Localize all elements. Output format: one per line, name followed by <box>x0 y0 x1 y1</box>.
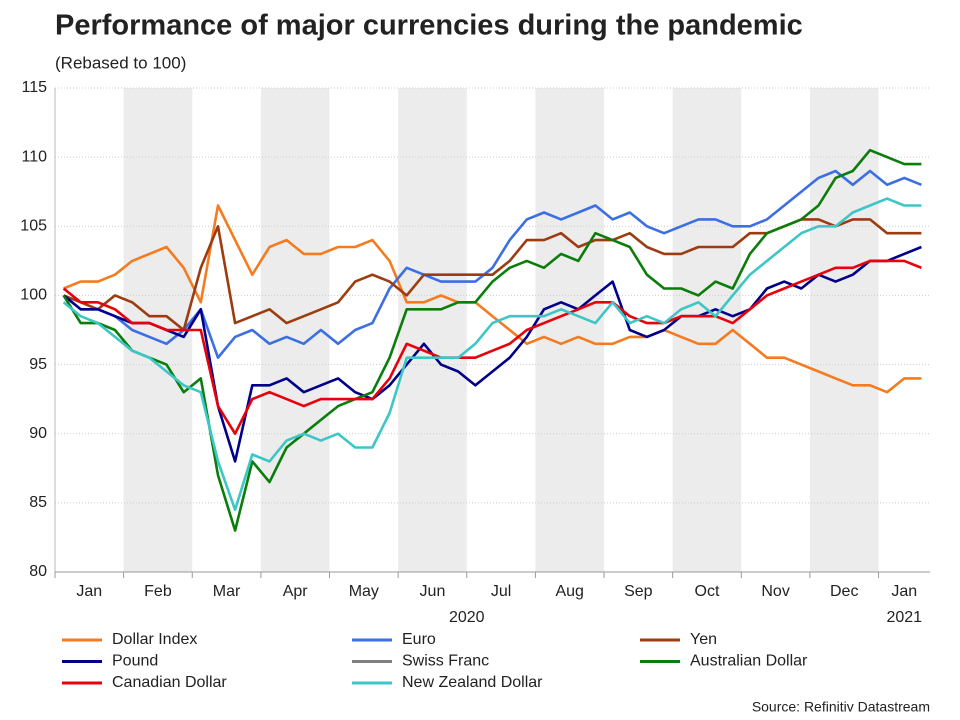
y-tick-label: 115 <box>21 79 47 96</box>
month-shade <box>672 88 742 572</box>
series-line <box>62 259 922 435</box>
y-tick-label: 95 <box>29 356 47 373</box>
series-line <box>63 218 922 332</box>
chart-subtitle: (Rebased to 100) <box>55 53 186 72</box>
x-tick-label: Aug <box>555 583 583 600</box>
series-line <box>62 197 922 512</box>
year-label: 2020 <box>449 609 485 626</box>
year-label: 2021 <box>886 609 922 626</box>
month-shade <box>398 88 467 572</box>
x-tick-label: Jul <box>491 583 511 600</box>
series-line <box>63 204 922 394</box>
legend-label: Euro <box>402 631 436 648</box>
series-line <box>62 169 922 359</box>
y-tick-label: 80 <box>29 563 47 580</box>
legend-label: Swiss Franc <box>402 653 489 670</box>
x-tick-label: Jun <box>420 583 446 600</box>
legend-label: Yen <box>690 631 717 648</box>
x-tick-label: Jan <box>891 583 917 600</box>
x-tick-label: Jan <box>76 583 102 600</box>
chart-title: Performance of major currencies during t… <box>55 10 803 42</box>
x-tick-label: Dec <box>830 583 858 600</box>
series-line <box>62 245 922 463</box>
source-note: Source: Refinitiv Datastream <box>752 699 930 715</box>
y-tick-label: 100 <box>20 287 47 304</box>
legend-label: Dollar Index <box>112 631 197 648</box>
month-shade <box>809 88 879 572</box>
y-tick-label: 105 <box>20 218 47 235</box>
month-shade <box>260 88 330 572</box>
x-tick-label: Nov <box>761 583 789 600</box>
x-tick-label: Oct <box>695 583 720 600</box>
series-line <box>62 148 922 532</box>
y-tick-label: 85 <box>29 494 47 511</box>
legend-label: Australian Dollar <box>690 653 808 670</box>
legend-label: Canadian Dollar <box>112 674 227 691</box>
y-tick-label: 90 <box>29 425 47 442</box>
shading <box>123 88 879 572</box>
legend-label: New Zealand Dollar <box>402 674 543 691</box>
x-tick-label: Apr <box>283 583 309 600</box>
x-tick-label: Sep <box>624 583 653 600</box>
legend-label: Pound <box>112 653 158 670</box>
lines <box>62 148 922 532</box>
y-tick-label: 110 <box>21 148 47 165</box>
month-shade <box>535 88 605 572</box>
x-tick-label: May <box>349 583 379 600</box>
x-tick-label: Mar <box>213 583 241 600</box>
x-tick-label: Feb <box>144 583 172 600</box>
